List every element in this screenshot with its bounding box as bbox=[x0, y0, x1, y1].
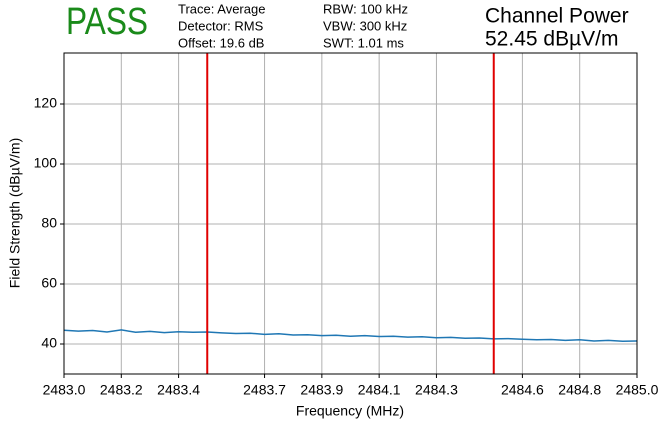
x-tick-label: 2484.3 bbox=[415, 382, 458, 398]
setting: Trace: Average bbox=[178, 1, 265, 16]
x-tick-label: 2484.1 bbox=[358, 382, 401, 398]
plot-area bbox=[64, 53, 637, 374]
x-tick-label: 2483.2 bbox=[100, 382, 143, 398]
x-tick-label: 2485.0 bbox=[616, 382, 659, 398]
x-tick-label: 2483.4 bbox=[157, 382, 200, 398]
x-axis-label: Frequency (MHz) bbox=[296, 403, 404, 419]
y-tick-label: 40 bbox=[41, 335, 57, 351]
plot-frame bbox=[63, 52, 638, 375]
trace bbox=[63, 329, 638, 343]
result-title: Channel Power bbox=[485, 5, 629, 28]
status: PASS bbox=[66, 1, 148, 43]
x-tick-label: 2484.6 bbox=[501, 382, 544, 398]
setting: Offset: 19.6 dB bbox=[178, 35, 264, 50]
y-tick-label: 100 bbox=[34, 155, 58, 171]
setting: Detector: RMS bbox=[178, 18, 264, 33]
y-tick-label: 80 bbox=[41, 215, 57, 231]
x-tick-label: 2483.9 bbox=[300, 382, 343, 398]
setting: SWT: 1.01 ms bbox=[323, 35, 404, 50]
y-tick-label: 120 bbox=[34, 95, 58, 111]
y-axis-label: Field Strength (dBµV/m) bbox=[7, 138, 23, 288]
result-value: 52.45 dBµV/m bbox=[485, 28, 619, 51]
y-tick-label: 60 bbox=[41, 275, 57, 291]
x-tick-label: 2484.8 bbox=[558, 382, 601, 398]
setting: VBW: 300 kHz bbox=[323, 18, 407, 33]
setting: RBW: 100 kHz bbox=[323, 1, 408, 16]
x-tick-label: 2483.7 bbox=[243, 382, 286, 398]
x-tick-label: 2483.0 bbox=[43, 382, 86, 398]
